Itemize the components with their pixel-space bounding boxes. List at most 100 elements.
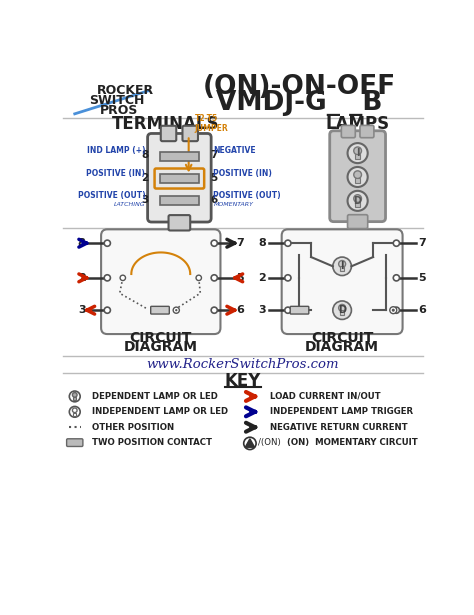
Text: DIAGRAM: DIAGRAM (305, 340, 379, 354)
FancyBboxPatch shape (340, 310, 344, 315)
Circle shape (354, 195, 362, 202)
Circle shape (333, 257, 351, 276)
Circle shape (73, 392, 77, 397)
Circle shape (347, 143, 368, 163)
Polygon shape (245, 438, 255, 447)
FancyBboxPatch shape (356, 154, 360, 159)
Text: D: D (338, 305, 346, 315)
Text: NEGATIVE: NEGATIVE (213, 146, 256, 156)
Circle shape (120, 275, 126, 280)
Text: 2: 2 (258, 273, 266, 283)
Text: 3: 3 (141, 195, 148, 205)
Text: PROS: PROS (100, 105, 138, 117)
FancyBboxPatch shape (160, 174, 199, 183)
Circle shape (173, 307, 179, 313)
FancyBboxPatch shape (340, 266, 344, 271)
Circle shape (211, 307, 218, 313)
Text: OTHER POSITION: OTHER POSITION (92, 423, 174, 432)
Circle shape (347, 167, 368, 187)
Text: www.RockerSwitchPros.com: www.RockerSwitchPros.com (146, 359, 339, 371)
FancyBboxPatch shape (356, 178, 360, 183)
Text: I: I (356, 148, 359, 158)
Circle shape (211, 240, 218, 246)
Text: DEPENDENT LAMP OR LED: DEPENDENT LAMP OR LED (92, 392, 218, 401)
Text: 6: 6 (210, 195, 218, 205)
Text: VMDJ-G_ _B: VMDJ-G_ _B (216, 90, 383, 116)
FancyBboxPatch shape (160, 196, 199, 205)
Text: 6: 6 (236, 305, 244, 315)
Text: DIAGRAM: DIAGRAM (124, 340, 198, 354)
Text: TERMINALS: TERMINALS (112, 115, 219, 133)
Circle shape (69, 407, 80, 417)
Text: (ON)  MOMENTARY CIRCUIT: (ON) MOMENTARY CIRCUIT (287, 438, 418, 447)
Text: LAMPS: LAMPS (326, 115, 390, 133)
Text: ROCKER: ROCKER (96, 84, 154, 97)
Circle shape (393, 240, 400, 246)
Text: 5: 5 (236, 273, 244, 283)
Text: POSITIVE (IN): POSITIVE (IN) (213, 169, 273, 178)
Text: KEY: KEY (225, 372, 261, 390)
FancyBboxPatch shape (67, 438, 83, 446)
Text: I: I (340, 261, 344, 271)
Circle shape (104, 307, 110, 313)
Text: LOAD CURRENT IN/OUT: LOAD CURRENT IN/OUT (270, 392, 381, 401)
FancyBboxPatch shape (147, 133, 211, 222)
Text: 3: 3 (258, 305, 266, 315)
Text: 7: 7 (418, 238, 426, 248)
Circle shape (393, 275, 400, 281)
Circle shape (354, 171, 362, 178)
Text: IND LAMP (+): IND LAMP (+) (87, 146, 145, 156)
Text: (ON)-ON-OFF: (ON)-ON-OFF (203, 74, 396, 100)
Circle shape (285, 275, 291, 281)
Text: 8: 8 (258, 238, 266, 248)
Text: 5: 5 (210, 173, 218, 183)
Circle shape (104, 240, 110, 246)
FancyBboxPatch shape (290, 306, 309, 314)
FancyBboxPatch shape (101, 229, 220, 334)
Text: 2: 2 (141, 173, 148, 183)
Text: 3: 3 (78, 305, 86, 315)
Text: INDEPENDENT LAMP TRIGGER: INDEPENDENT LAMP TRIGGER (270, 407, 413, 416)
Text: LATCHING: LATCHING (114, 202, 145, 207)
Text: INDEPENDENT LAMP OR LED: INDEPENDENT LAMP OR LED (92, 407, 228, 416)
FancyBboxPatch shape (73, 397, 76, 400)
FancyBboxPatch shape (356, 202, 360, 207)
Text: MOMENTARY: MOMENTARY (213, 202, 254, 207)
Circle shape (69, 391, 80, 402)
Circle shape (211, 275, 218, 281)
Circle shape (390, 307, 397, 314)
FancyBboxPatch shape (347, 215, 368, 229)
Text: NEGATIVE RETURN CURRENT: NEGATIVE RETURN CURRENT (270, 423, 408, 432)
Text: 8: 8 (141, 151, 148, 161)
Text: 8: 8 (78, 238, 86, 248)
Text: SWITCH: SWITCH (89, 94, 144, 107)
Circle shape (73, 408, 77, 413)
Circle shape (333, 301, 351, 319)
Circle shape (354, 147, 362, 154)
Circle shape (393, 307, 400, 313)
Circle shape (196, 275, 201, 280)
FancyBboxPatch shape (330, 131, 385, 221)
Text: CIRCUIT: CIRCUIT (311, 331, 374, 345)
FancyBboxPatch shape (160, 151, 199, 161)
FancyBboxPatch shape (73, 413, 76, 416)
Text: 7: 7 (210, 151, 218, 161)
Text: POSITIVE (OUT): POSITIVE (OUT) (78, 191, 145, 200)
Text: POSITIVE (OUT): POSITIVE (OUT) (213, 191, 281, 200)
Text: D: D (354, 196, 362, 206)
Text: T2-T5
JUMPER: T2-T5 JUMPER (195, 114, 228, 133)
Text: TWO POSITION CONTACT: TWO POSITION CONTACT (92, 438, 212, 447)
Circle shape (392, 309, 395, 312)
FancyBboxPatch shape (282, 229, 402, 334)
Text: 6: 6 (418, 305, 426, 315)
Text: 7: 7 (236, 238, 244, 248)
Circle shape (104, 275, 110, 281)
Text: CIRCUIT: CIRCUIT (129, 331, 192, 345)
Circle shape (347, 191, 368, 211)
Circle shape (338, 304, 346, 311)
FancyBboxPatch shape (182, 126, 198, 141)
FancyBboxPatch shape (169, 215, 190, 231)
FancyBboxPatch shape (360, 125, 374, 138)
Circle shape (285, 307, 291, 313)
FancyBboxPatch shape (341, 125, 356, 138)
